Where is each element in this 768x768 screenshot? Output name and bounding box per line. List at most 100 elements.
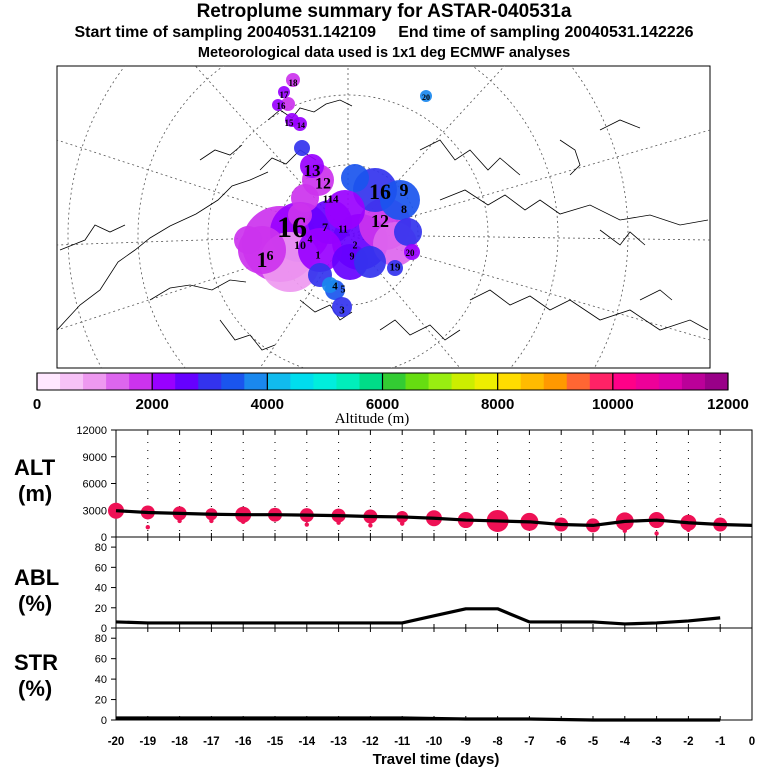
plume-cluster [380, 180, 420, 220]
x-tick-label: -4 [620, 736, 631, 748]
panel-abl: 0 20 40 60 80 [95, 536, 753, 635]
x-axis-title: Travel time (days) [373, 751, 500, 768]
x-tick-label: -10 [426, 736, 443, 748]
x-tick-label: -12 [362, 736, 379, 748]
plume-cluster [341, 164, 369, 192]
x-tick-label: 0 [749, 736, 755, 748]
colorbar-tick-label: 12000 [707, 396, 749, 413]
y-tick-label: 40 [95, 583, 107, 595]
sampling-time-line: Start time of sampling 20040531.142109 E… [0, 24, 768, 42]
plume-label: 11 [323, 194, 333, 206]
plume-cluster [332, 297, 352, 317]
colorbar-swatch [129, 373, 153, 390]
colorbar-swatch [405, 373, 429, 390]
x-tick-label: -16 [235, 736, 252, 748]
colorbar-swatch [290, 373, 314, 390]
x-tick-label: -2 [683, 736, 693, 748]
y-tick-label: 80 [95, 633, 107, 645]
plume-label: 13 [304, 161, 321, 180]
alt-secondary-point [145, 524, 150, 530]
colorbar-swatch [60, 373, 84, 390]
y-tick-label: 9000 [83, 452, 107, 464]
plume-label: 19 [390, 262, 402, 274]
colorbar-tick-label: 10000 [592, 396, 634, 413]
plume-cluster [394, 218, 422, 246]
x-tick-label: -19 [139, 736, 156, 748]
colorbar-swatch [221, 373, 245, 390]
plume-cluster [325, 190, 365, 230]
colorbar-swatch [589, 373, 614, 390]
alt-secondary-point [368, 523, 373, 528]
x-tick-label: -6 [556, 736, 566, 748]
plume-label: 1 [257, 247, 268, 272]
colorbar-swatch [428, 373, 452, 390]
plume-label: 11 [338, 224, 347, 235]
alt-point [108, 502, 124, 519]
plume-label: 18 [289, 78, 299, 88]
plume-cluster [281, 97, 295, 111]
colorbar-swatch [681, 373, 706, 390]
plume-label: 16 [277, 101, 287, 111]
plume-label: 15 [285, 118, 295, 128]
colorbar-swatch [359, 373, 383, 390]
series-line [115, 509, 753, 528]
series-line [116, 716, 721, 722]
plume-cluster [387, 260, 403, 276]
plume-cluster [286, 73, 300, 87]
plume-cluster [293, 117, 307, 131]
plume-cluster [420, 90, 432, 102]
x-tick-label: -15 [267, 736, 284, 748]
colorbar-title: Altitude (m) [335, 411, 410, 427]
plume-cluster [322, 277, 338, 293]
x-tick-label: -3 [651, 736, 661, 748]
alt-secondary-point [304, 522, 309, 527]
plume-label: 12 [315, 176, 331, 193]
plume-label: 5 [341, 284, 346, 295]
plume-label: 17 [280, 90, 290, 100]
plume-label: 4 [332, 281, 338, 293]
y-tick-label: 60 [95, 562, 107, 574]
altitude-colorbar: 0 2000 4000 6000 8000 10000 12000 Altitude (m) [33, 372, 749, 427]
colorbar-swatch [566, 373, 591, 390]
colorbar-swatch [152, 373, 176, 390]
panel-alt: 0 3000 6000 9000 12000 [76, 425, 753, 544]
plume-label: 16 [369, 179, 391, 204]
colorbar-tick-label: 4000 [251, 396, 284, 413]
start-time-label: Start time of sampling 20040531.142109 [74, 24, 377, 41]
plume-cluster [300, 154, 324, 178]
y-tick-label: 60 [95, 654, 107, 666]
y-tick-label: 40 [95, 674, 107, 686]
plume-label: 10 [294, 238, 306, 252]
plume-cluster [294, 140, 310, 156]
colorbar-tick-label: 0 [33, 396, 41, 413]
plume-label: 9 [350, 251, 355, 262]
colorbar-swatch [83, 373, 107, 390]
plume-label: 14 [328, 194, 340, 206]
y-tick-label: 0 [101, 623, 107, 635]
colorbar-tick-label: 8000 [481, 396, 514, 413]
colorbar-swatch [382, 373, 406, 390]
colorbar-swatch [37, 373, 61, 390]
plume-label: 7 [322, 220, 328, 234]
colorbar-swatch [658, 373, 683, 390]
plume-cluster [298, 228, 342, 272]
plume-label: 12 [371, 211, 389, 231]
y-tick-label: 0 [101, 532, 107, 544]
y-tick-label: 80 [95, 542, 107, 554]
y-tick-label: 20 [95, 695, 107, 707]
plume-label: 8 [401, 202, 407, 216]
colorbar-swatch [336, 373, 360, 390]
colorbar-swatch [612, 373, 637, 390]
plume-cluster [272, 99, 284, 111]
plume-cluster [288, 203, 312, 227]
colorbar-swatch [520, 373, 545, 390]
x-tick-label: -8 [492, 736, 503, 748]
series-line [115, 607, 721, 626]
panel-frame [115, 627, 753, 721]
colorbar-tick-label: 6000 [366, 396, 399, 413]
plot-title: Retroplume summary for ASTAR-040531a [196, 1, 572, 22]
plume-label: 9 [400, 180, 409, 200]
plume-cluster [404, 244, 420, 260]
